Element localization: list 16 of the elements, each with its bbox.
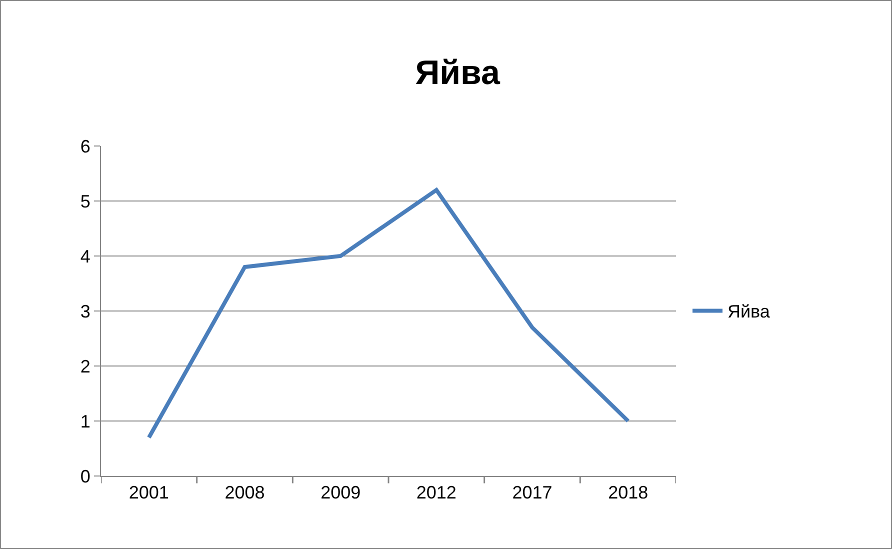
y-tick-label: 2 (80, 356, 90, 376)
x-tick-label: 2012 (416, 482, 456, 503)
line-series (146, 188, 630, 440)
chart-title: Яйва (415, 54, 502, 92)
y-tick-label: 1 (80, 411, 90, 432)
y-tick-label: 6 (80, 136, 90, 156)
x-tick-label: 2008 (224, 482, 265, 503)
x-tick-label: 2009 (320, 482, 361, 503)
legend-label: Яйва (728, 302, 771, 322)
x-tick-label: 2017 (512, 482, 552, 503)
y-tick-label: 0 (80, 466, 90, 486)
x-tick-label: 2018 (608, 482, 648, 503)
y-tick-label: 4 (80, 246, 90, 266)
y-tick-label: 5 (80, 191, 90, 212)
y-tick-label: 3 (80, 301, 90, 322)
x-tick-label: 2001 (128, 482, 169, 503)
